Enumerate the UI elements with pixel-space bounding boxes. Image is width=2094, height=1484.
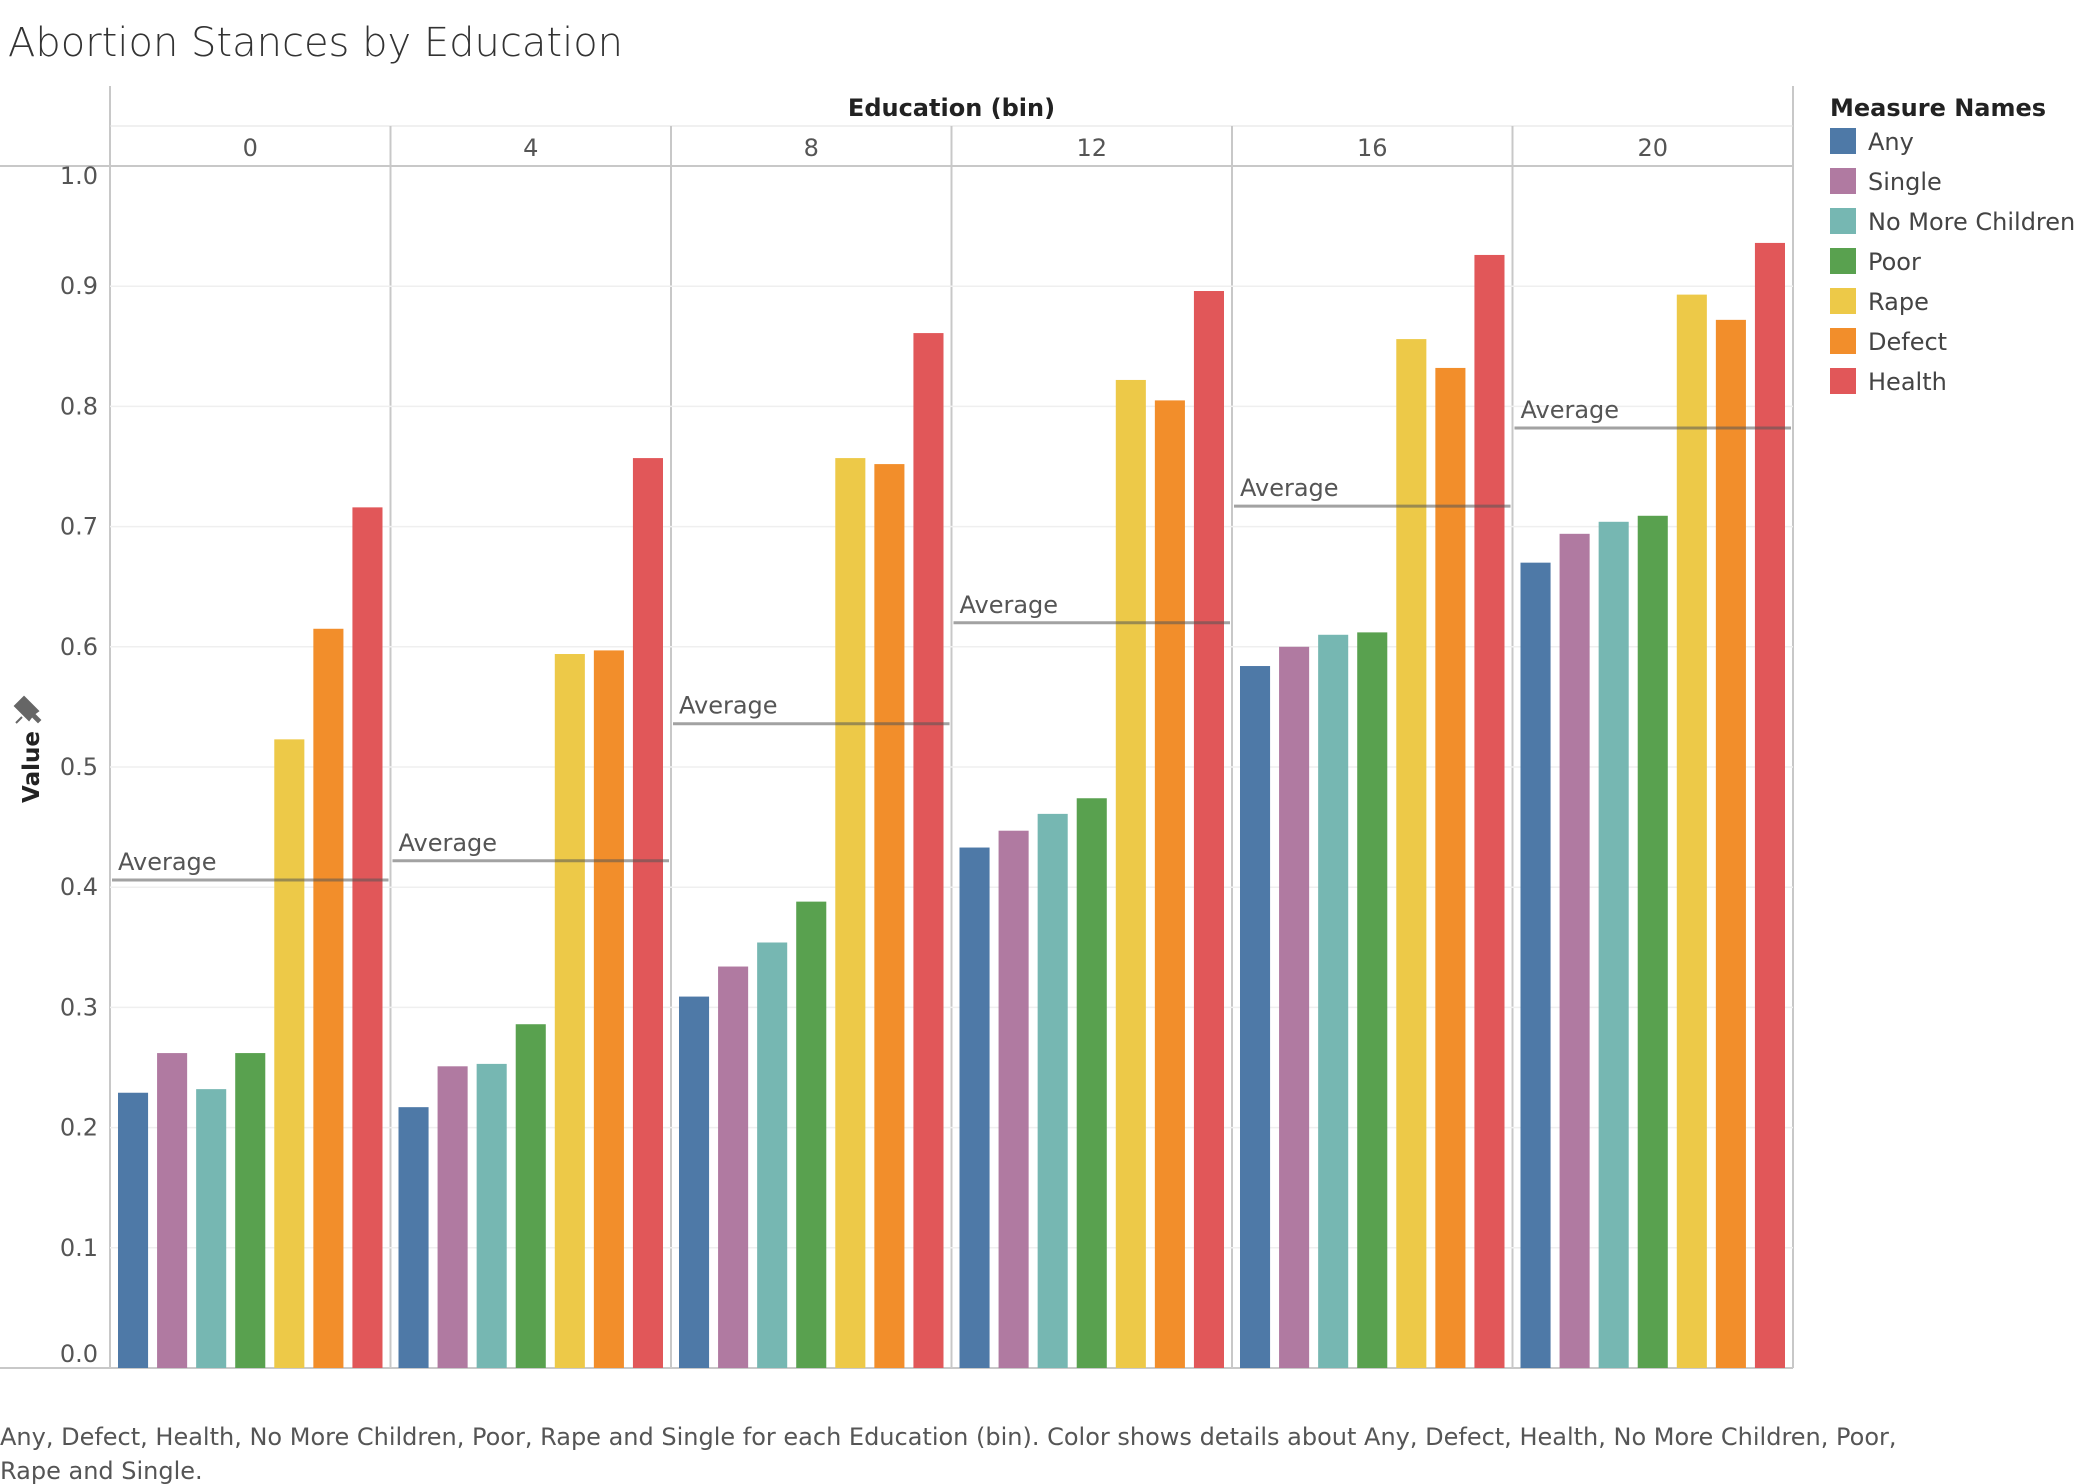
bar-any	[959, 847, 990, 1368]
y-tick-label: 0.3	[60, 993, 98, 1021]
bar-defect	[593, 650, 624, 1368]
column-label: 0	[243, 134, 258, 162]
y-tick-label: 0.7	[60, 513, 98, 541]
column-label: 20	[1637, 134, 1668, 162]
bar-any	[1520, 562, 1551, 1368]
y-tick-label: 0.2	[60, 1114, 98, 1142]
bar-rape	[1115, 379, 1146, 1368]
legend-item-label: Health	[1868, 368, 1947, 396]
bar-poor	[515, 1024, 546, 1368]
legend-item-label: Poor	[1868, 248, 1921, 276]
average-label: Average	[1521, 396, 1620, 424]
bar-single	[157, 1053, 188, 1368]
bar-no-more-children	[196, 1089, 227, 1368]
bar-poor	[796, 901, 827, 1368]
bar-single	[998, 830, 1029, 1368]
average-label: Average	[1240, 474, 1339, 502]
bar-any	[398, 1107, 429, 1368]
y-tick-label: 0.4	[60, 873, 98, 901]
column-label: 8	[804, 134, 819, 162]
bar-any	[679, 996, 710, 1368]
legend-item-label: No More Children	[1868, 208, 2075, 236]
y-axis: 0.0 0.1 0.2 0.3 0.4 0.5 0.6 0.7 0.8 0.9 1.0	[60, 162, 98, 1368]
bar-any	[1240, 666, 1271, 1368]
gridlines	[110, 285, 1793, 1249]
legend-swatch	[1830, 208, 1856, 234]
bar-no-more-children	[476, 1063, 507, 1368]
bar-no-more-children	[757, 942, 788, 1368]
y-tick-label: 1.0	[60, 162, 98, 190]
chart-title: Abortion Stances by Education	[8, 20, 623, 66]
reference-lines: Average Average Average Average Average Avera…	[112, 396, 1791, 882]
column-label: 12	[1076, 134, 1107, 162]
legend-item-label: Single	[1868, 168, 1942, 196]
legend-item-label: Any	[1868, 128, 1914, 156]
column-header-title: Education (bin)	[848, 94, 1055, 122]
bar-health	[1193, 291, 1224, 1368]
bar-single	[1559, 533, 1590, 1368]
bar-single	[718, 966, 749, 1368]
bar-defect	[1154, 400, 1185, 1368]
y-tick-label: 0.6	[60, 633, 98, 661]
bar-no-more-children	[1318, 634, 1349, 1368]
bar-rape	[1676, 294, 1707, 1368]
bar-poor	[1357, 632, 1388, 1368]
bar-no-more-children	[1037, 813, 1068, 1368]
column-label: 16	[1357, 134, 1388, 162]
legend-swatch	[1830, 368, 1856, 394]
bar-single	[437, 1066, 468, 1368]
caption-line-1: Any, Defect, Health, No More Children, P…	[0, 1423, 1897, 1451]
bar-health	[913, 333, 944, 1368]
pin-icon[interactable]	[13, 695, 42, 724]
average-label: Average	[960, 591, 1059, 619]
average-label: Average	[118, 848, 217, 876]
caption: Any, Defect, Health, No More Children, P…	[0, 1423, 1897, 1484]
legend-item-label: Defect	[1868, 328, 1947, 356]
y-tick-label: 0.8	[60, 392, 98, 420]
bar-defect	[313, 628, 344, 1368]
bar-rape	[1396, 339, 1427, 1368]
y-axis-title: Value	[19, 731, 45, 803]
legend-item-label: Rape	[1868, 288, 1929, 316]
average-label: Average	[679, 692, 778, 720]
bar-any	[118, 1092, 149, 1368]
legend-swatch	[1830, 288, 1856, 314]
y-tick-label: 0.9	[60, 272, 98, 300]
bar-defect	[874, 464, 905, 1368]
legend-swatch	[1830, 328, 1856, 354]
bar-rape	[554, 654, 585, 1368]
column-label: 4	[523, 134, 538, 162]
y-tick-label: 0.5	[60, 753, 98, 781]
legend-swatch	[1830, 128, 1856, 154]
column-headers: Education (bin) 0 4 8 12 16 20	[243, 94, 1668, 162]
bar-poor	[1076, 798, 1107, 1368]
bar-rape	[835, 458, 866, 1368]
legend-swatch	[1830, 168, 1856, 194]
bar-poor	[235, 1053, 266, 1368]
bar-health	[632, 458, 663, 1368]
y-tick-label: 0.1	[60, 1234, 98, 1262]
bar-poor	[1637, 515, 1668, 1368]
bar-health	[1754, 242, 1785, 1369]
bar-health	[1474, 254, 1505, 1368]
average-label: Average	[399, 829, 498, 857]
bar-defect	[1715, 319, 1746, 1369]
bar-no-more-children	[1598, 521, 1629, 1368]
caption-line-2: Rape and Single.	[0, 1457, 203, 1484]
bar-single	[1279, 646, 1310, 1368]
bar-defect	[1435, 367, 1466, 1368]
legend-title: Measure Names	[1830, 94, 2046, 122]
y-tick-label: 0.0	[60, 1340, 98, 1368]
bar-rape	[274, 739, 305, 1368]
bar-health	[352, 507, 383, 1368]
legend: Measure Names Any Single No More Children P…	[1830, 94, 2075, 396]
bars	[118, 242, 1785, 1369]
legend-swatch	[1830, 248, 1856, 274]
